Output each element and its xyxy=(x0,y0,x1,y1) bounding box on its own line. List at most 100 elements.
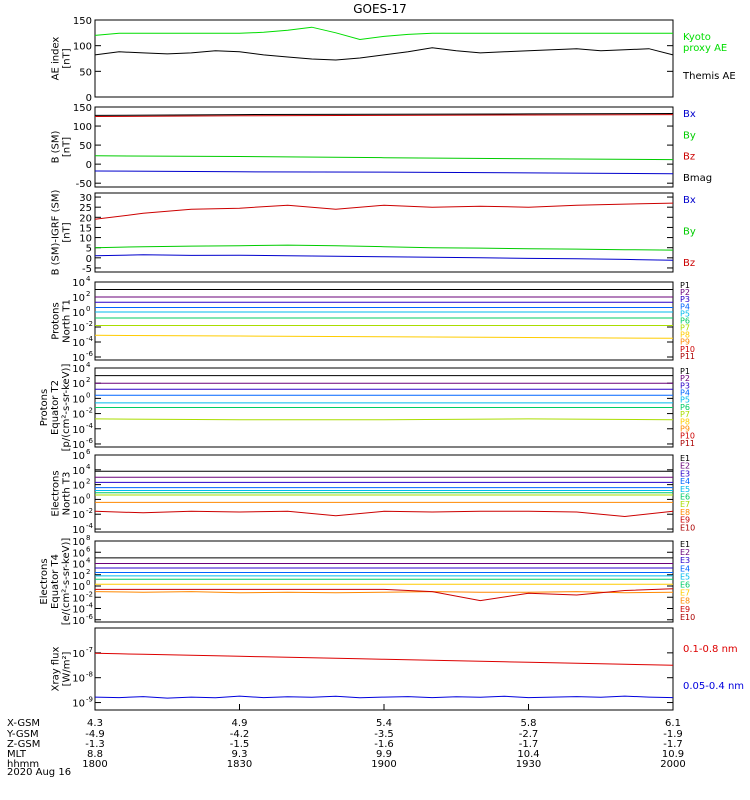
x-tick-value: 1900 xyxy=(371,759,396,770)
x-tick-value: 1800 xyxy=(82,759,107,770)
legend-entry: P4 xyxy=(680,302,690,311)
legend-entry: P6 xyxy=(680,316,690,325)
x-tick-value: 10.9 xyxy=(662,749,684,760)
series-line-themis-ae xyxy=(94,47,674,61)
x-tick-value: 2000 xyxy=(660,759,685,770)
legend-entry: P7 xyxy=(680,410,690,419)
y-tick-label: 10 xyxy=(72,440,85,451)
panel-frame xyxy=(94,192,674,273)
x-tick-value: -1.7 xyxy=(663,739,683,750)
x-tick-value: 4.3 xyxy=(87,718,103,729)
x-tick-value: -2.7 xyxy=(519,729,539,740)
panel-frame xyxy=(94,454,674,533)
y-tick-exponent: -4 xyxy=(86,522,94,530)
y-tick-exponent: -6 xyxy=(86,613,94,621)
y-tick-label: 50 xyxy=(79,141,92,152)
series-line-bz xyxy=(94,202,674,220)
y-axis-label: AE index xyxy=(51,37,62,81)
y-tick-exponent: -8 xyxy=(86,671,93,679)
y-tick-exponent: -2 xyxy=(86,407,93,415)
legend-entry: 0.1-0.8 nm xyxy=(683,644,738,655)
x-tick-value: 5.8 xyxy=(521,718,537,729)
y-axis-label: B (SM)-IGRF (SM) xyxy=(51,190,62,276)
x-tick-value: 4.9 xyxy=(232,718,248,729)
legend-entry: P4 xyxy=(680,389,690,398)
series-line-by xyxy=(94,155,674,161)
y-tick-exponent: -4 xyxy=(86,602,94,610)
legend-entry: P1 xyxy=(680,281,690,290)
x-tick-value: 5.4 xyxy=(376,718,392,729)
y-tick-label: 10 xyxy=(72,525,85,536)
chart-title: GOES-17 xyxy=(353,2,407,16)
legend-entry: E3 xyxy=(680,469,690,478)
panel-frame xyxy=(94,19,674,98)
y-tick-exponent: 4 xyxy=(86,275,91,283)
y-axis-label: [e/(cm²-s-sr-keV)] xyxy=(61,538,72,626)
legend-entry: 0.05-0.4 nm xyxy=(683,681,744,692)
x-tick-value: 1930 xyxy=(516,759,541,770)
legend-entry: E3 xyxy=(680,556,690,565)
y-tick-label: 150 xyxy=(73,16,92,27)
legend-entry: P6 xyxy=(680,403,690,412)
y-tick-exponent: 6 xyxy=(86,448,91,456)
series-line-bz xyxy=(94,114,674,117)
legend-entry: P5 xyxy=(680,309,690,318)
y-tick-exponent: -4 xyxy=(86,422,94,430)
series-line-0-05-0-4-nm xyxy=(94,695,674,699)
legend-entry: Themis AE xyxy=(682,71,736,82)
y-tick-label: 10 xyxy=(72,605,85,616)
legend-entry: proxy AE xyxy=(683,43,727,54)
x-tick-value: 1830 xyxy=(227,759,252,770)
legend-entry: P9 xyxy=(680,338,690,347)
y-tick-label: 150 xyxy=(73,103,92,114)
legend-entry: By xyxy=(683,130,696,141)
legend-entry: Bmag xyxy=(683,173,712,184)
y-axis-label: [nT] xyxy=(62,48,73,68)
x-tick-value: 9.9 xyxy=(376,749,392,760)
y-tick-exponent: 2 xyxy=(86,568,90,576)
y-tick-label: -5 xyxy=(82,264,92,275)
legend-entry: E4 xyxy=(680,477,690,486)
legend-entry: E9 xyxy=(680,516,690,525)
legend-entry: Bx xyxy=(683,195,696,206)
y-axis-label: Equator T2 xyxy=(50,380,61,435)
y-tick-label: 0 xyxy=(86,254,92,265)
y-tick-exponent: 2 xyxy=(86,290,90,298)
y-tick-exponent: 0 xyxy=(86,391,90,399)
legend-entry: By xyxy=(683,227,696,238)
y-tick-label: 10 xyxy=(72,308,85,319)
y-tick-label: 5 xyxy=(86,244,92,255)
y-tick-label: -50 xyxy=(76,179,92,190)
y-tick-exponent: 8 xyxy=(86,534,90,542)
legend-entry: P3 xyxy=(680,381,690,390)
y-tick-exponent: 4 xyxy=(86,463,91,471)
series-line-bmag xyxy=(94,113,674,116)
y-axis-label: [W/m²] xyxy=(62,651,73,686)
legend-entry: P8 xyxy=(680,417,690,426)
legend-entry: P8 xyxy=(680,331,690,340)
y-tick-exponent: -9 xyxy=(86,696,93,704)
series-line-bx xyxy=(94,170,674,175)
legend-entry: Kyoto xyxy=(683,32,711,43)
y-tick-label: 0 xyxy=(86,160,92,171)
x-tick-value: 6.1 xyxy=(665,718,681,729)
legend-entry: E1 xyxy=(680,540,690,549)
y-tick-exponent: -6 xyxy=(86,350,94,358)
legend-entry: P5 xyxy=(680,396,690,405)
y-tick-exponent: 6 xyxy=(86,545,91,553)
y-axis-label: Electrons xyxy=(51,470,62,516)
y-tick-exponent: 4 xyxy=(86,361,91,369)
y-tick-label: 10 xyxy=(72,293,85,304)
legend-entry: E8 xyxy=(680,597,690,606)
y-axis-label: [nT] xyxy=(62,222,73,242)
panel-frame xyxy=(94,106,674,188)
legend-entry: Bx xyxy=(683,109,696,120)
y-axis-label: Xray flux xyxy=(51,647,62,692)
y-axis-label: Protons xyxy=(51,302,62,339)
